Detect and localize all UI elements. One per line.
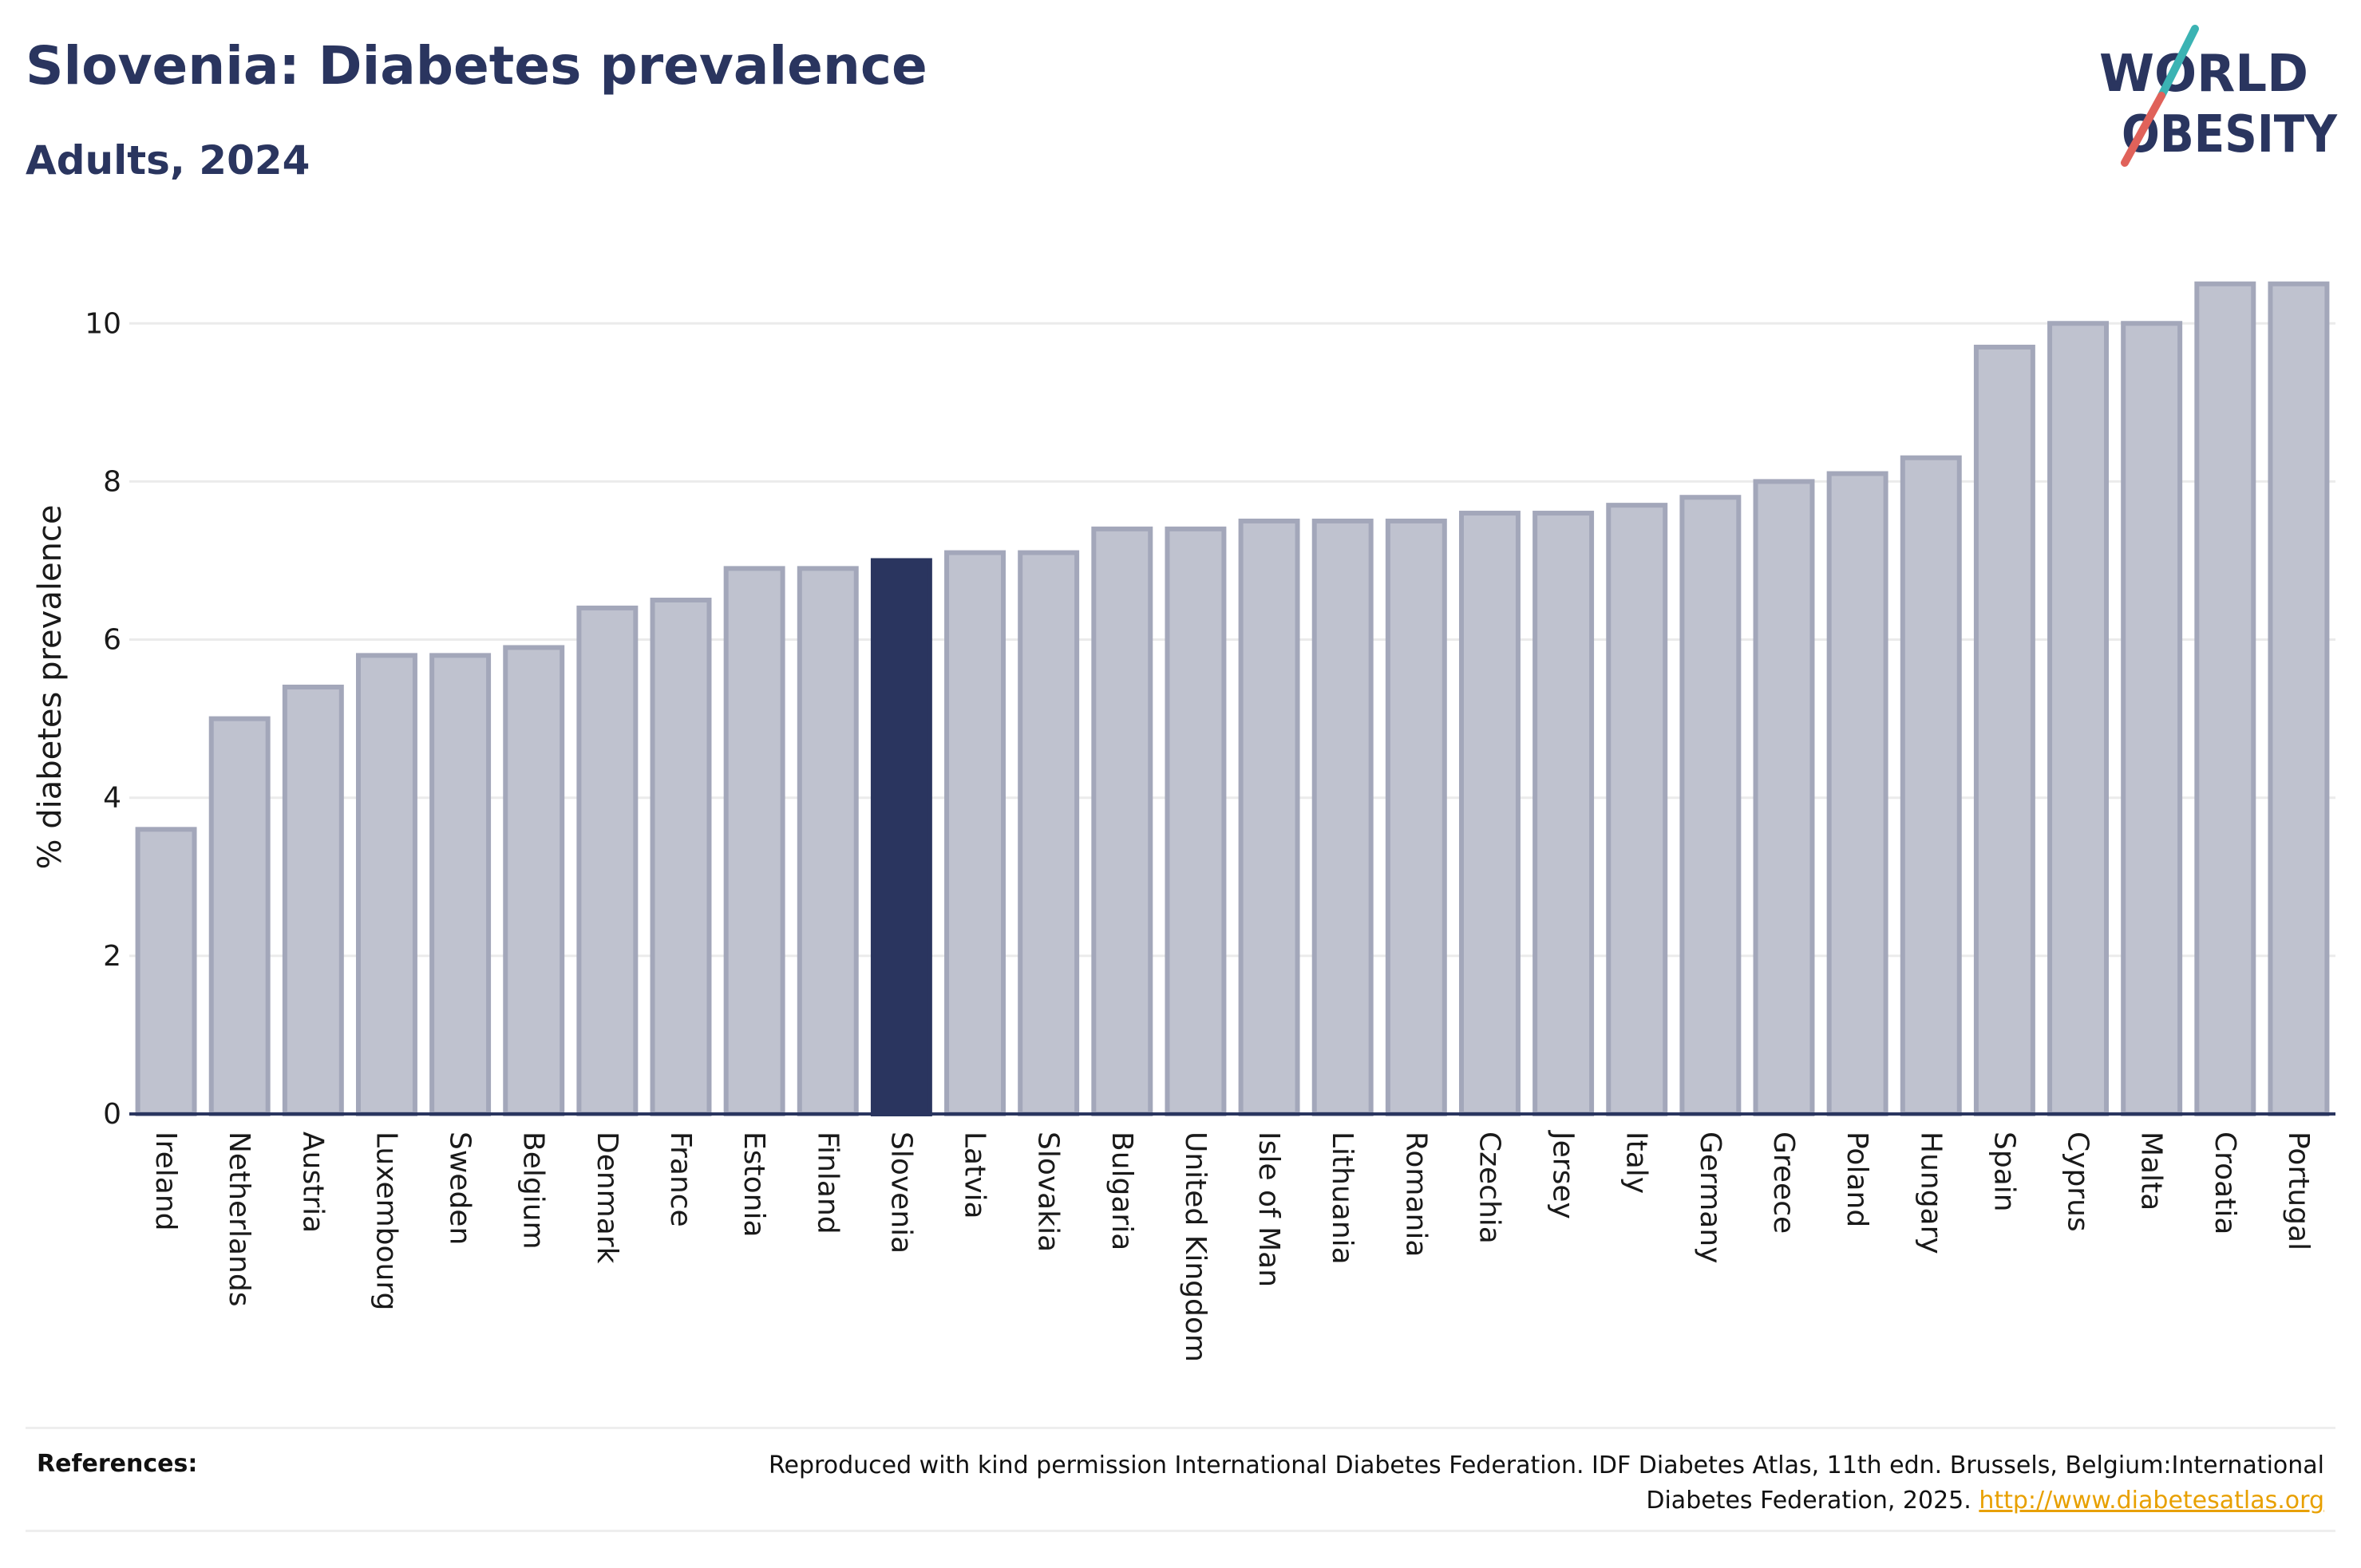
x-tick-label: Finland: [811, 1132, 844, 1234]
logo-slash-red: [2121, 92, 2165, 167]
x-tick-label: Ireland: [149, 1132, 182, 1231]
bar: [2047, 321, 2110, 1116]
logo-slash-teal: [2157, 25, 2199, 100]
references-text: Reproduced with kind permission Internat…: [688, 1448, 2324, 1519]
x-tick-label: Portugal: [2282, 1132, 2315, 1250]
x-tick-label: Cyprus: [2062, 1132, 2094, 1232]
x-tick-label: Malta: [2135, 1132, 2168, 1211]
x-tick-label: Austria: [296, 1132, 329, 1233]
bar: [2121, 321, 2183, 1116]
references-label: References:: [37, 1450, 198, 1478]
bar: [576, 605, 639, 1116]
x-tick-label: Luxembourg: [370, 1132, 402, 1310]
bar: [135, 827, 197, 1117]
bar: [1091, 526, 1153, 1116]
bar: [503, 645, 565, 1116]
bar: [650, 598, 712, 1116]
bar: [2268, 281, 2330, 1117]
x-tick-label: Isle of Man: [1252, 1132, 1285, 1287]
bar-chart: 0 2 4 6 8 10 % diabetes prevalence Ireland Nethe…: [32, 281, 2335, 1362]
bar: [208, 716, 271, 1116]
x-tick-label: Denmark: [591, 1132, 623, 1264]
y-tick-label: 0: [103, 1098, 121, 1131]
x-tick-label: Jersey: [1547, 1130, 1580, 1219]
x-tick-label: Romania: [1399, 1132, 1432, 1257]
references-text-line1: Reproduced with kind permission Internat…: [769, 1451, 2324, 1479]
bar: [282, 685, 344, 1116]
bar: [1679, 495, 1742, 1116]
bar: [1900, 455, 1962, 1116]
x-tick-label: Slovakia: [1032, 1132, 1065, 1252]
bar: [944, 550, 1006, 1116]
x-tick-label: Belgium: [517, 1132, 550, 1250]
bar: [1606, 503, 1668, 1116]
x-tick-label: Slovenia: [884, 1132, 917, 1254]
x-tick-label: Latvia: [959, 1132, 991, 1219]
x-tick-label: Croatia: [2209, 1132, 2241, 1234]
bar: [355, 653, 417, 1116]
bar: [1826, 471, 1888, 1116]
x-tick-label: France: [664, 1132, 697, 1227]
x-tick-label: Estonia: [738, 1132, 770, 1238]
bar: [1165, 526, 1227, 1116]
x-tick-label: Italy: [1620, 1132, 1653, 1194]
bar: [1018, 550, 1080, 1116]
y-axis-title: % diabetes prevalence: [32, 504, 69, 869]
bar: [1311, 518, 1374, 1116]
bar: [429, 653, 492, 1116]
world-obesity-logo: WORLD OBESITY: [2099, 25, 2338, 167]
bar: [723, 566, 785, 1116]
logo-line1: WORLD: [2099, 45, 2308, 104]
x-tick-label: Bulgaria: [1105, 1132, 1138, 1250]
x-tick-label: Lithuania: [1326, 1132, 1358, 1265]
x-tick-label: Greece: [1767, 1132, 1800, 1234]
chart-title: Slovenia: Diabetes prevalence: [26, 35, 927, 97]
bar: [1385, 518, 1447, 1116]
references-text-line2: Diabetes Federation, 2025.: [1646, 1487, 1971, 1515]
bar: [1973, 344, 2035, 1116]
x-tick-label: Sweden: [444, 1132, 477, 1245]
x-tick-label: Poland: [1841, 1132, 1873, 1227]
references-section: References: Reproduced with kind permiss…: [26, 1427, 2335, 1532]
y-tick-label: 2: [103, 940, 121, 973]
bar: [1753, 479, 1815, 1116]
x-tick-label: Netherlands: [223, 1132, 255, 1306]
bar: [1238, 518, 1300, 1116]
references-link[interactable]: http://www.diabetesatlas.org: [1979, 1487, 2324, 1515]
bar: [870, 558, 932, 1116]
bar: [797, 566, 859, 1116]
y-tick-label: 10: [85, 307, 121, 340]
bar: [1458, 511, 1521, 1116]
x-tick-label: Spain: [1987, 1132, 2020, 1212]
x-tick-label: Hungary: [1914, 1132, 1947, 1254]
x-tick-label: Germany: [1694, 1132, 1726, 1263]
bar: [1532, 511, 1595, 1116]
y-tick-label: 6: [103, 624, 121, 657]
bar: [2194, 281, 2256, 1117]
y-tick-label: 8: [103, 465, 121, 498]
chart-subtitle: Adults, 2024: [26, 137, 310, 184]
x-tick-label: Czechia: [1473, 1132, 1505, 1244]
logo-line2: OBESITY: [2122, 105, 2338, 164]
y-tick-label: 4: [103, 782, 121, 815]
x-tick-label: United Kingdom: [1179, 1132, 1212, 1362]
